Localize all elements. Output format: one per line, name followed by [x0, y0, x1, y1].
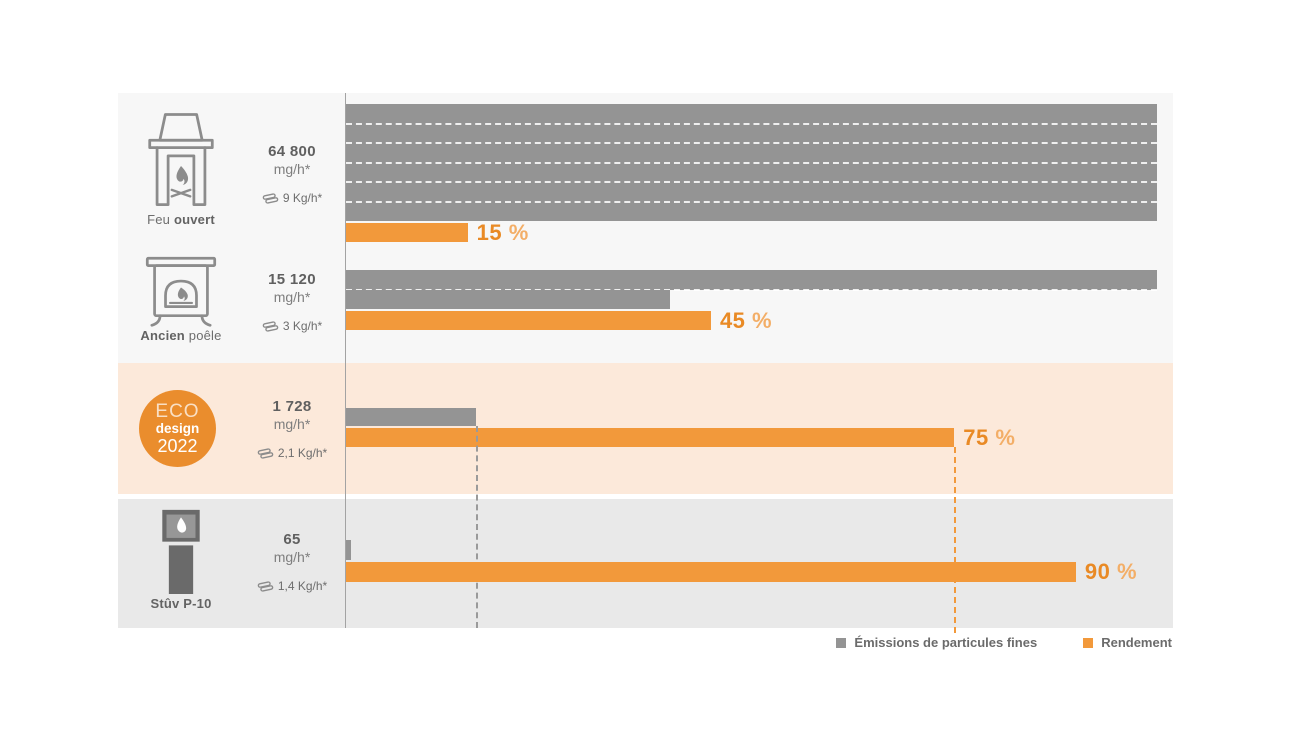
segment-separator — [346, 122, 1157, 125]
legend-item-rendement: Rendement — [1083, 635, 1172, 650]
wood-consumption: 3 Kg/h* — [237, 319, 347, 333]
rendement-percent-label: 15 % — [477, 220, 529, 246]
rendement-row3: 75 % — [346, 425, 1015, 450]
rendement-percent-label: 45 % — [720, 308, 772, 334]
emissions-value: 1 728 — [272, 398, 312, 415]
guide-line-rendement — [954, 447, 957, 633]
rendement-row1: 15 % — [346, 220, 529, 245]
badge-line-eco: ECO — [155, 401, 200, 423]
wood-log-icon — [257, 580, 274, 592]
baseline-axis — [345, 93, 346, 628]
emissions-bar-row2 — [346, 270, 1157, 309]
values-stuv-p10: 65 mg/h* 1,4 Kg/h* — [237, 531, 347, 593]
values-open-fire: 64 800 mg/h* 9 Kg/h* — [237, 143, 347, 205]
pct-number: 15 — [476, 219, 503, 245]
wood-consumption: 1,4 Kg/h* — [237, 579, 347, 593]
ecodesign-2022-badge: ECO design 2022 — [139, 390, 216, 467]
rendement-bar-row4 — [346, 562, 1076, 582]
wood-consumption-label: 1,4 Kg/h* — [277, 579, 328, 593]
category-label-old-stove: Ancien poêle — [110, 328, 252, 343]
emissions-bar-row3 — [346, 408, 476, 426]
pct-sign: % — [508, 219, 529, 245]
segment-separator — [346, 288, 1157, 291]
wood-consumption: 2,1 Kg/h* — [237, 446, 347, 460]
segment-separator — [346, 142, 1157, 144]
values-old-stove: 15 120 mg/h* 3 Kg/h* — [237, 271, 347, 333]
category-label-open-fire: Feu ouvert — [110, 212, 252, 227]
emissions-value: 65 — [283, 531, 301, 548]
category-label-light: poêle — [188, 328, 222, 343]
wood-log-icon — [262, 320, 279, 332]
pct-number: 45 — [719, 307, 746, 333]
open-fireplace-icon — [118, 110, 244, 210]
legend-swatch-gray — [836, 637, 847, 648]
wood-consumption-label: 9 Kg/h* — [282, 191, 323, 205]
legend: Émissions de particules fines Rendement — [118, 635, 1172, 650]
pct-number: 75 — [963, 424, 989, 450]
wood-consumption-label: 3 Kg/h* — [282, 319, 323, 333]
segment-separator — [346, 161, 1157, 164]
wood-log-icon — [257, 447, 274, 459]
rendement-row2: 45 % — [346, 308, 772, 333]
rendement-percent-label: 90 % — [1085, 559, 1137, 585]
emissions-unit: mg/h* — [273, 416, 311, 432]
legend-swatch-orange — [1083, 637, 1094, 648]
pct-sign: % — [1117, 559, 1138, 584]
badge-line-design: design — [155, 421, 200, 437]
category-label-stuv-p10: Stûv P-10 — [110, 596, 252, 611]
category-label-strong: Stûv P-10 — [150, 596, 212, 611]
emissions-value: 15 120 — [268, 271, 316, 288]
emissions-value: 64 800 — [268, 143, 316, 160]
emissions-bar-full-segments — [346, 270, 1157, 290]
legend-label-emissions: Émissions de particules fines — [854, 635, 1038, 650]
wood-consumption-label: 2,1 Kg/h* — [277, 446, 328, 460]
rendement-bar-row2 — [346, 311, 711, 330]
category-label-strong: Ancien — [140, 328, 185, 343]
category-label-light: Feu — [147, 212, 171, 227]
wood-consumption: 9 Kg/h* — [237, 191, 347, 205]
legend-item-emissions: Émissions de particules fines — [836, 635, 1037, 650]
rendement-bar-row1 — [346, 223, 468, 242]
emissions-unit: mg/h* — [273, 289, 311, 305]
legend-label-rendement: Rendement — [1101, 635, 1172, 650]
category-label-strong: ouvert — [173, 212, 215, 227]
emissions-bar-row4 — [346, 540, 351, 560]
pct-sign: % — [752, 307, 773, 333]
badge-line-2022: 2022 — [157, 435, 198, 456]
segment-separator — [346, 200, 1157, 203]
pct-number: 90 — [1084, 559, 1111, 584]
rendement-bar-row3 — [346, 428, 955, 447]
stuv-p10-stove-icon — [118, 508, 244, 594]
emissions-bar-partial-segment — [346, 289, 671, 309]
wood-log-icon — [262, 192, 279, 204]
emissions-bar-row1 — [346, 104, 1157, 221]
old-stove-icon — [118, 255, 244, 329]
emissions-unit: mg/h* — [273, 549, 311, 565]
rendement-percent-label: 75 % — [963, 425, 1015, 451]
rendement-row4: 90 % — [346, 559, 1137, 585]
pct-sign: % — [995, 424, 1016, 450]
values-ecodesign: 1 728 mg/h* 2,1 Kg/h* — [237, 398, 347, 460]
guide-line-emissions — [475, 426, 478, 628]
segment-separator — [346, 181, 1157, 183]
emissions-unit: mg/h* — [273, 161, 311, 177]
